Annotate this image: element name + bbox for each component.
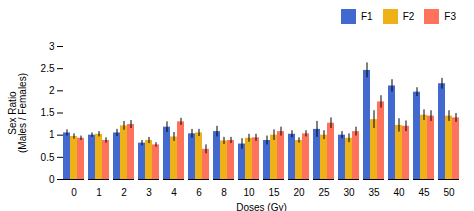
svg-text:45: 45 [418, 187, 430, 198]
svg-text:1: 1 [96, 187, 102, 198]
svg-text:1: 1 [49, 129, 55, 140]
svg-text:2.5: 2.5 [41, 63, 55, 74]
svg-text:6: 6 [196, 187, 202, 198]
svg-text:10: 10 [243, 187, 255, 198]
svg-text:0.5: 0.5 [41, 152, 55, 163]
html-text:F3: F3 [444, 11, 456, 22]
svg-text:2: 2 [121, 187, 127, 198]
svg-text:30: 30 [343, 187, 355, 198]
svg-text:4: 4 [171, 187, 177, 198]
svg-text:Sex Ratio(Males / Females): Sex Ratio(Males / Females) [7, 73, 28, 153]
svg-text:20: 20 [293, 187, 305, 198]
svg-text:8: 8 [221, 187, 227, 198]
svg-text:Doses (Gy): Doses (Gy) [236, 202, 287, 211]
svg-text:3: 3 [49, 41, 55, 52]
svg-text:2: 2 [49, 85, 55, 96]
svg-text:35: 35 [368, 187, 380, 198]
svg-text:3: 3 [146, 187, 152, 198]
html-text:F2: F2 [402, 11, 415, 22]
html-text:F1: F1 [361, 11, 373, 22]
svg-text:0: 0 [49, 174, 55, 185]
svg-text:25: 25 [318, 187, 330, 198]
svg-text:15: 15 [268, 187, 280, 198]
svg-text:1.5: 1.5 [41, 107, 55, 118]
svg-text:50: 50 [443, 187, 455, 198]
svg-text:40: 40 [393, 187, 405, 198]
svg-text:0: 0 [71, 187, 77, 198]
